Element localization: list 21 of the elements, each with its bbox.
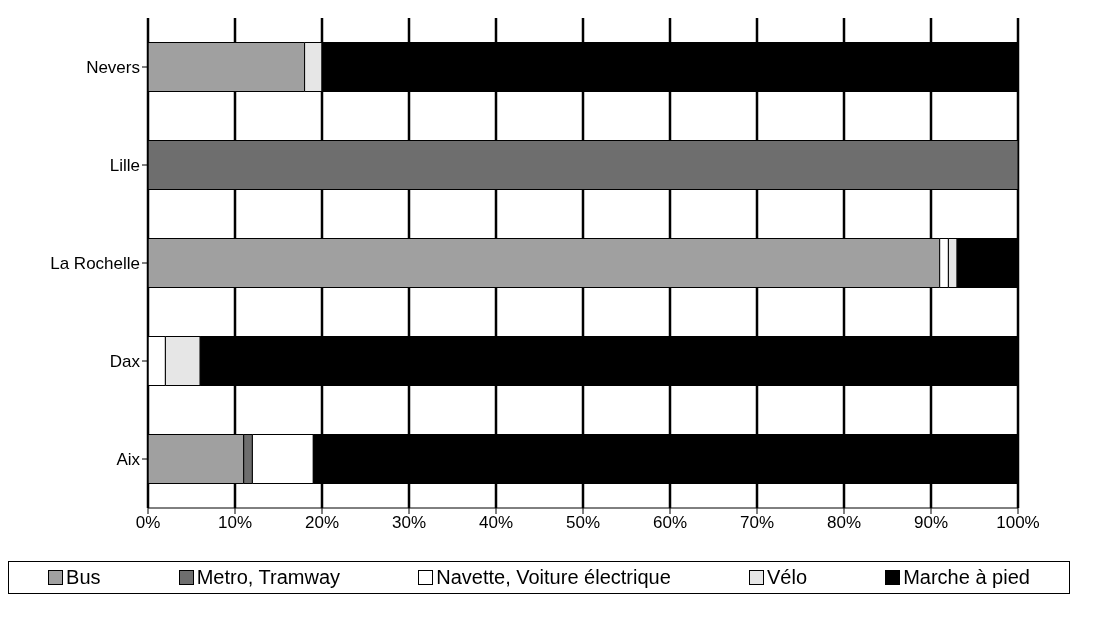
y-tick-label: La Rochelle (50, 254, 140, 274)
legend-label: Bus (65, 566, 101, 589)
y-tick-label: Aix (116, 450, 141, 470)
legend-label: Marche à pied (902, 566, 1030, 589)
legend-label: Vélo (765, 566, 807, 589)
legend-label: Metro, Tramway (195, 566, 341, 589)
x-tick-label: 50% (565, 513, 601, 533)
x-tick-label: 100% (996, 513, 1040, 533)
x-tick-label: 80% (826, 513, 862, 533)
legend-label: Navette, Voiture électrique (435, 566, 671, 589)
y-tick-label: Nevers (86, 58, 140, 78)
x-tick-label: 90% (913, 513, 949, 533)
x-tick-label: 60% (652, 513, 688, 533)
x-tick-label: 40% (478, 513, 514, 533)
y-tick-label: Dax (109, 352, 141, 372)
y-tick-label: Lille (109, 156, 140, 176)
x-tick-label: 20% (304, 513, 340, 533)
x-tick-label: 10% (217, 513, 253, 533)
x-tick-label: 70% (739, 513, 775, 533)
x-tick-label: 0% (135, 513, 161, 533)
x-tick-label: 30% (391, 513, 427, 533)
